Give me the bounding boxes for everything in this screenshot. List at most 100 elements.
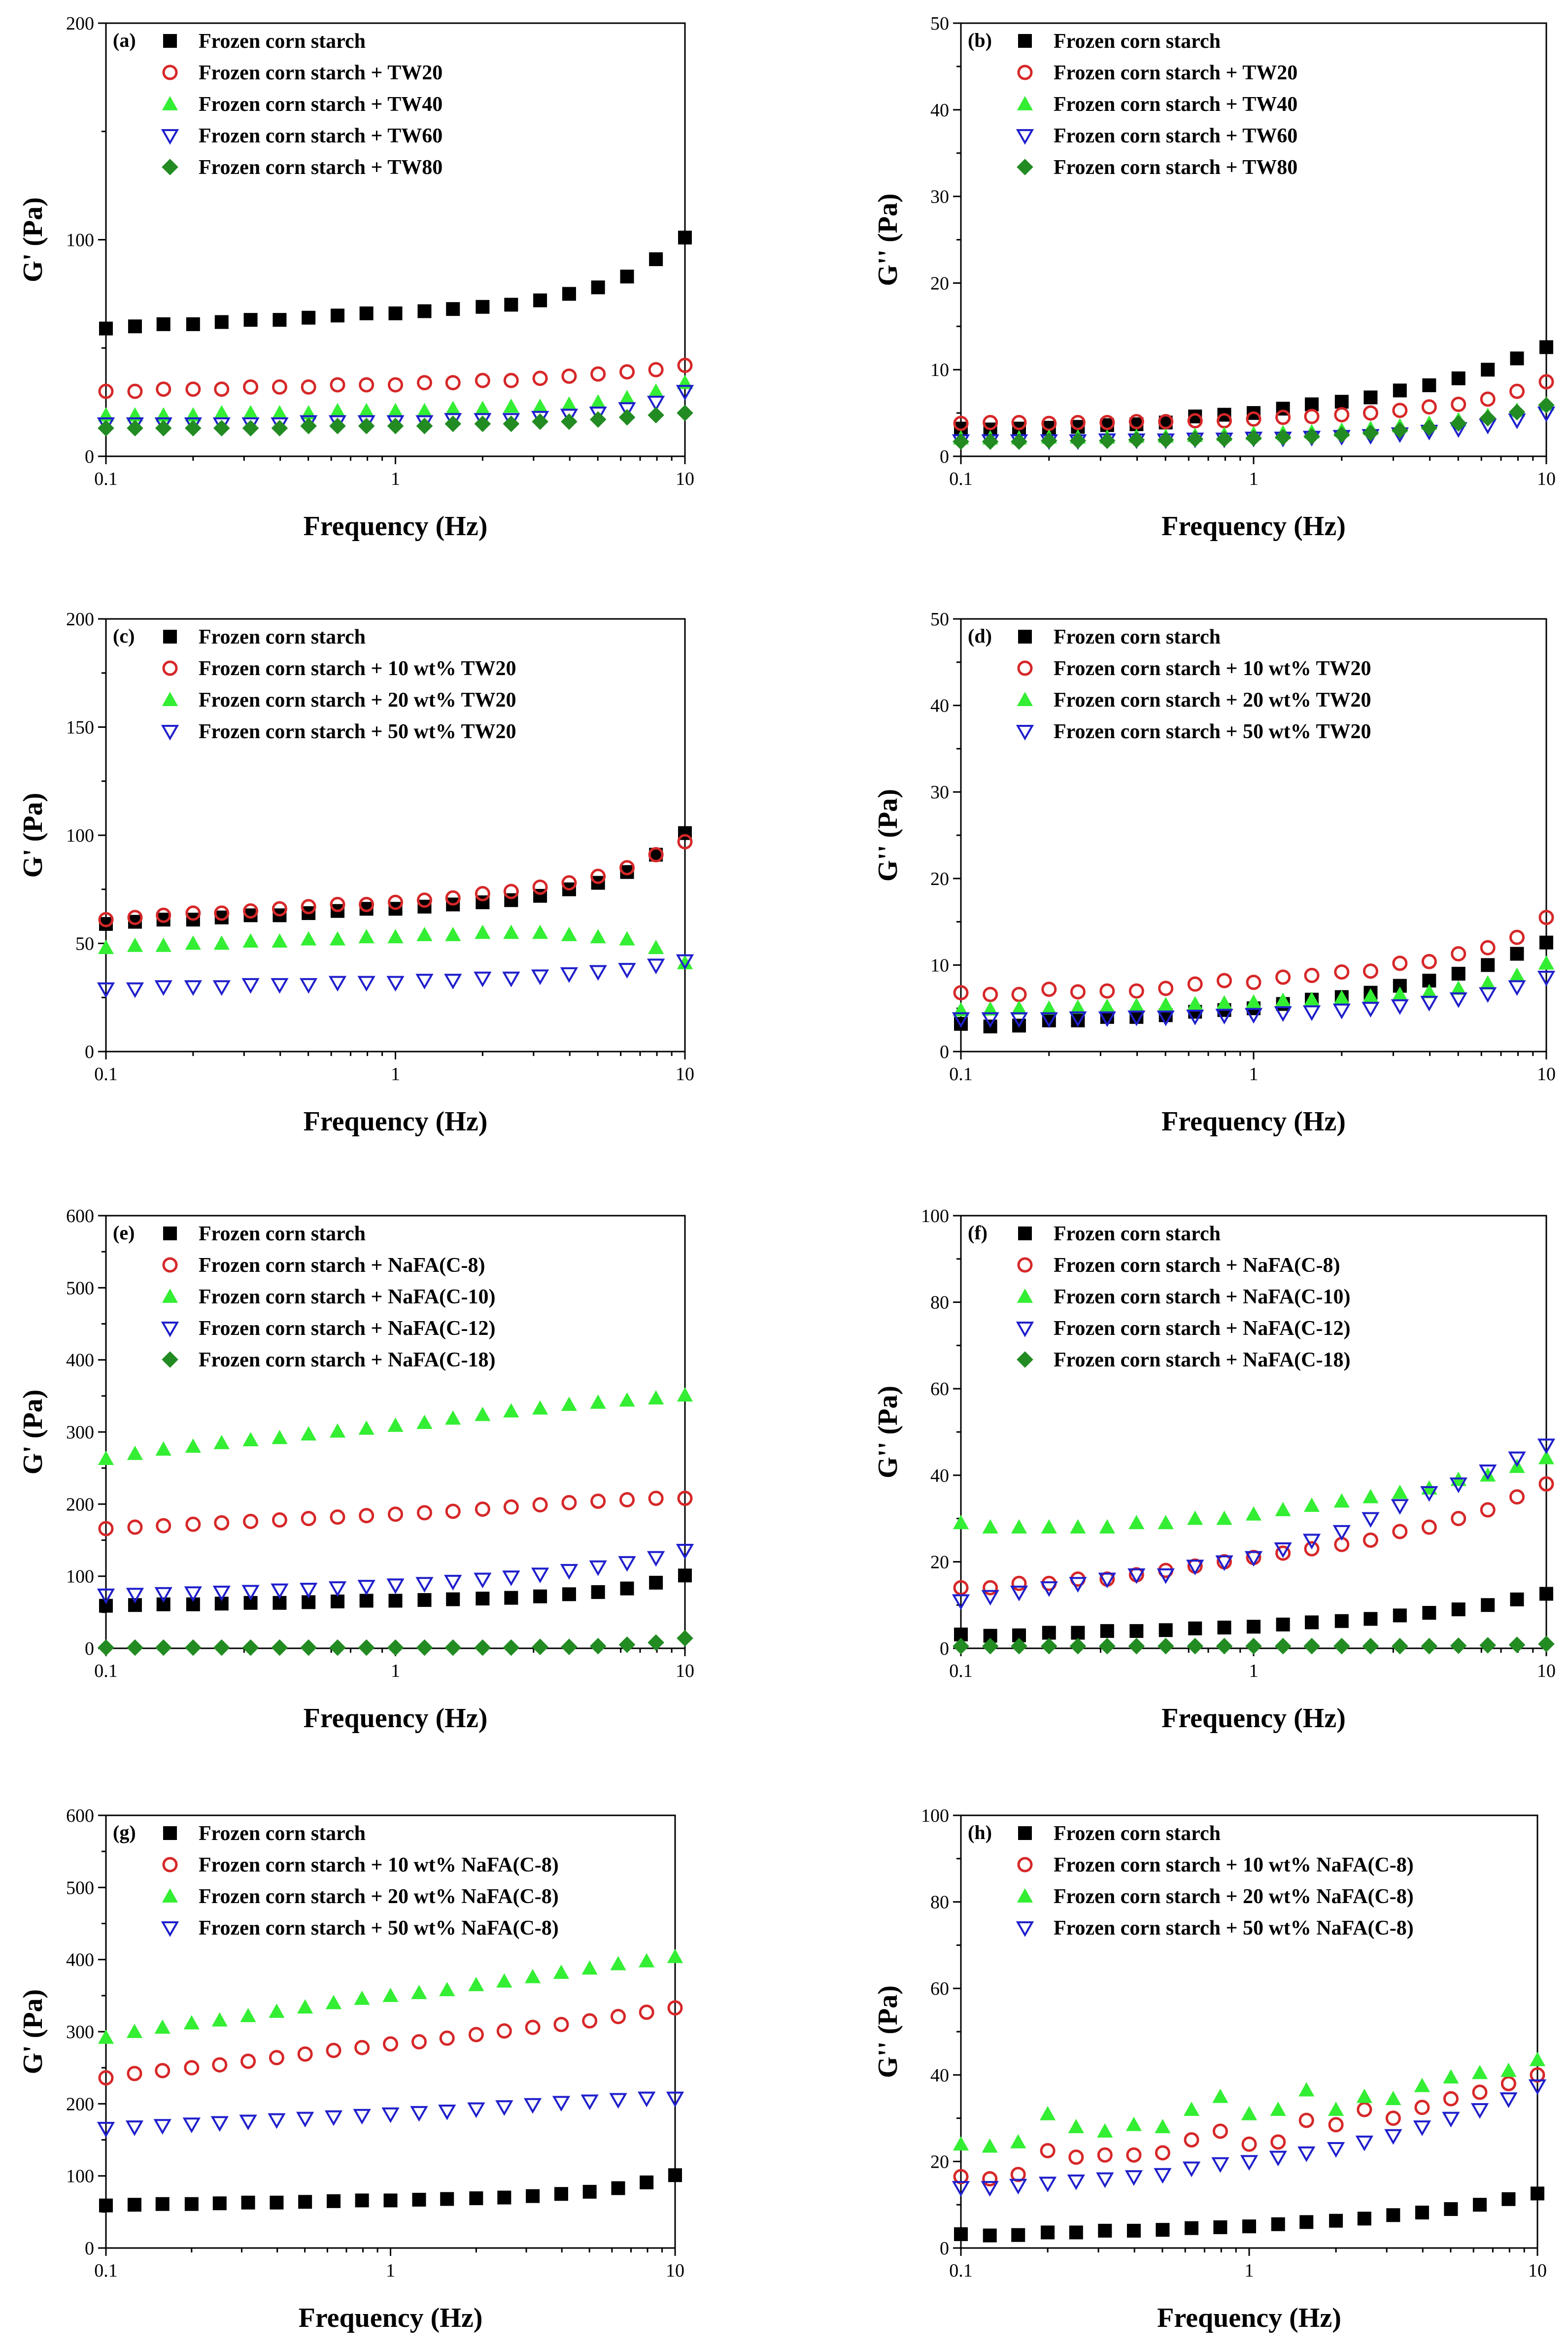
data-point xyxy=(1472,2084,1488,2100)
data-point xyxy=(468,2027,484,2043)
data-point xyxy=(1245,1637,1262,1655)
data-point xyxy=(243,313,258,327)
data-point xyxy=(185,1516,201,1532)
data-point xyxy=(1128,431,1145,448)
data-point xyxy=(1334,1614,1349,1628)
y-tick-label: 500 xyxy=(66,1877,94,1898)
data-point xyxy=(561,926,578,941)
data-point xyxy=(1479,1464,1497,1480)
data-point xyxy=(591,1585,605,1599)
legend-marker xyxy=(1017,691,1033,706)
data-point xyxy=(153,2119,171,2135)
data-point xyxy=(648,1390,664,1405)
legend-label: Frozen corn starch + NaFA(C-18) xyxy=(1054,1349,1350,1371)
data-point xyxy=(1303,1498,1320,1512)
data-point xyxy=(561,1397,578,1411)
data-point xyxy=(1187,1510,1203,1525)
data-point xyxy=(185,905,201,921)
data-point xyxy=(1538,1476,1554,1492)
data-point xyxy=(1186,1560,1204,1575)
data-point xyxy=(667,1948,683,1963)
data-point xyxy=(387,417,404,435)
data-point xyxy=(98,2070,114,2086)
y-tick-label: 200 xyxy=(66,13,94,34)
x-tick-label: 1 xyxy=(391,1661,400,1681)
legend-marker xyxy=(1017,65,1033,80)
y-tick-label: 200 xyxy=(66,2094,94,2114)
data-point xyxy=(1187,1637,1204,1655)
data-point xyxy=(1538,397,1555,414)
y-tick-label: 80 xyxy=(930,1293,949,1313)
data-point xyxy=(1332,1525,1351,1541)
data-point xyxy=(156,381,171,397)
legend-label: Frozen corn starch + 10 wt% TW20 xyxy=(199,657,516,680)
data-point xyxy=(1271,2217,1285,2231)
x-tick-label: 10 xyxy=(1537,1661,1556,1681)
data-point xyxy=(589,407,607,422)
data-point xyxy=(1068,2119,1084,2134)
data-point xyxy=(497,2190,511,2205)
data-point xyxy=(1071,1626,1085,1640)
data-point xyxy=(273,313,287,327)
data-point xyxy=(412,2192,426,2207)
y-tick-label: 20 xyxy=(930,1552,949,1572)
data-point xyxy=(590,394,606,409)
data-point xyxy=(242,933,259,948)
data-point xyxy=(359,1594,374,1608)
x-tick-label: 0.1 xyxy=(949,1661,973,1681)
data-point xyxy=(1041,1000,1057,1015)
data-point xyxy=(297,1999,313,2014)
data-point xyxy=(666,2091,684,2108)
data-point xyxy=(648,407,664,424)
legend-marker xyxy=(1016,1921,1034,1937)
data-point xyxy=(503,924,519,939)
data-point xyxy=(561,875,577,891)
data-point xyxy=(1240,2155,1259,2171)
data-point xyxy=(1363,988,1379,1003)
legend-label: Frozen corn starch + TW20 xyxy=(199,62,443,84)
data-point xyxy=(1392,422,1408,439)
data-point xyxy=(474,1572,492,1589)
data-point xyxy=(300,1582,318,1599)
data-point xyxy=(1481,958,1495,972)
data-point xyxy=(127,937,143,952)
y-tick-label: 20 xyxy=(930,2151,949,2172)
legend-marker xyxy=(161,724,179,741)
y-tick-label: 50 xyxy=(930,13,949,34)
data-point xyxy=(620,270,634,284)
data-point xyxy=(383,2036,398,2052)
data-point xyxy=(1363,1533,1378,1548)
data-point xyxy=(678,231,692,245)
data-point xyxy=(439,1982,455,1997)
data-point xyxy=(475,886,490,902)
data-point xyxy=(1299,2215,1314,2229)
data-point xyxy=(411,1984,427,1999)
series-1 xyxy=(953,910,1554,1002)
data-point xyxy=(1187,996,1203,1011)
data-point xyxy=(1098,1011,1116,1027)
data-point xyxy=(1328,2101,1344,2116)
data-point xyxy=(416,1639,433,1656)
data-point xyxy=(677,834,693,850)
x-tick-label: 1 xyxy=(1245,2260,1254,2281)
data-point xyxy=(155,420,172,437)
data-point xyxy=(1510,351,1524,366)
series-2 xyxy=(98,1948,683,2044)
y-tick-label: 40 xyxy=(930,1465,949,1486)
data-point xyxy=(1333,1637,1350,1655)
legend-label: Frozen corn starch xyxy=(1054,30,1221,53)
data-point xyxy=(331,308,345,323)
data-point xyxy=(1303,991,1320,1006)
data-point xyxy=(1539,340,1553,354)
data-point xyxy=(1159,1623,1173,1637)
legend: Frozen corn starch Frozen corn starch + N… xyxy=(1016,1223,1350,1371)
data-point xyxy=(618,409,636,426)
data-point xyxy=(1187,976,1203,992)
data-point xyxy=(1188,1621,1202,1635)
legend-label: Frozen corn starch + TW40 xyxy=(199,93,443,116)
series-2 xyxy=(953,2051,1546,2153)
data-point xyxy=(302,310,316,325)
legend-label: Frozen corn starch + NaFA(C-8) xyxy=(199,1254,485,1277)
data-point xyxy=(1414,2100,1430,2115)
